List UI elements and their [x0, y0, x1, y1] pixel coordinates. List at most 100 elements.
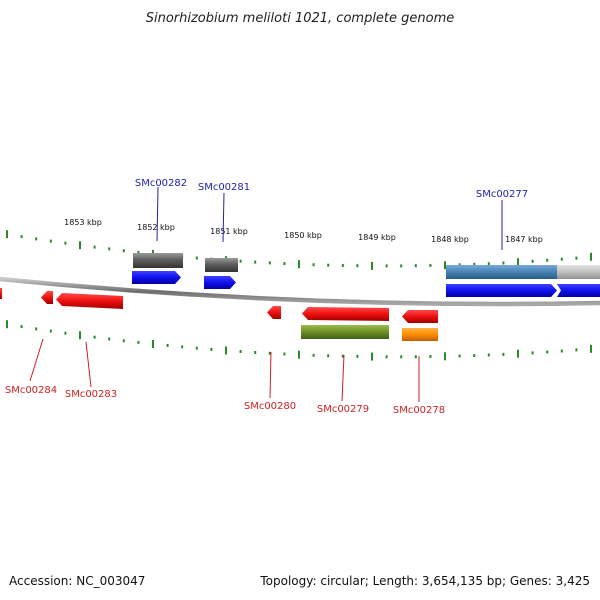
- minor-tick: [400, 355, 403, 359]
- minor-tick: [166, 344, 169, 347]
- minor-tick: [575, 256, 578, 260]
- minor-tick: [487, 353, 490, 357]
- minor-tick: [356, 264, 359, 268]
- minor-tick: [502, 261, 505, 265]
- gene-label-smc00278[interactable]: SMc00278: [393, 405, 445, 416]
- minor-tick: [254, 351, 257, 354]
- minor-tick: [560, 349, 563, 353]
- forward-strand: [132, 253, 600, 297]
- minor-tick: [546, 258, 549, 262]
- major-tick: [298, 350, 300, 359]
- minor-tick: [385, 355, 388, 359]
- cds-feature[interactable]: [267, 306, 281, 319]
- minor-tick: [575, 348, 578, 352]
- minor-tick: [531, 259, 534, 263]
- leader-line: [85, 341, 92, 388]
- major-tick: [152, 340, 154, 348]
- gene-feature[interactable]: [557, 265, 600, 279]
- gene-label-smc00283[interactable]: SMc00283: [65, 389, 117, 400]
- minor-tick: [181, 345, 184, 349]
- minor-tick: [137, 340, 140, 344]
- minor-tick: [49, 239, 52, 243]
- gene-label-smc00282[interactable]: SMc00282: [135, 178, 187, 189]
- minor-tick: [195, 346, 198, 350]
- gene-feature[interactable]: [205, 258, 238, 272]
- minor-tick: [268, 261, 271, 265]
- minor-tick: [210, 347, 213, 351]
- genome-backbone: [0, 276, 600, 307]
- minor-tick: [64, 241, 67, 245]
- cds-feature[interactable]: [302, 307, 389, 321]
- minor-tick: [560, 257, 563, 261]
- minor-tick: [108, 247, 111, 251]
- minor-tick: [327, 354, 330, 358]
- cds-feature[interactable]: [402, 310, 438, 323]
- major-tick: [517, 258, 519, 267]
- minor-tick: [458, 354, 461, 358]
- gene-label-smc00279[interactable]: SMc00279: [317, 404, 369, 415]
- minor-tick: [268, 351, 271, 355]
- cds-feature[interactable]: [204, 276, 236, 289]
- major-tick: [444, 352, 446, 361]
- cds-feature[interactable]: [41, 291, 53, 304]
- gene-label-smc00280[interactable]: SMc00280: [244, 401, 296, 412]
- minor-tick: [312, 263, 315, 267]
- minor-tick: [283, 352, 286, 356]
- leader-line: [29, 338, 44, 382]
- cds-feature[interactable]: [0, 288, 2, 299]
- minor-tick: [35, 327, 38, 331]
- reverse-strand: [0, 288, 438, 341]
- minor-tick: [531, 351, 534, 355]
- minor-tick: [254, 260, 257, 264]
- major-tick: [444, 261, 446, 270]
- gene-labels: SMc00282 SMc00281 SMc00277 SMc00284 SMc0…: [5, 178, 528, 416]
- leader-line: [156, 186, 159, 242]
- minor-tick: [327, 263, 330, 267]
- minor-tick: [239, 259, 242, 263]
- tick-labels: 1853 kbp 1852 kbp 1851 kbp 1850 kbp 1849…: [64, 218, 543, 244]
- major-tick: [590, 252, 592, 261]
- map-title: Sinorhizobium meliloti 1021, complete ge…: [146, 11, 455, 26]
- cds-feature[interactable]: [132, 271, 181, 284]
- minor-tick: [429, 355, 432, 358]
- leader-line: [341, 354, 345, 402]
- genome-stats-text: Topology: circular; Length: 3,654,135 bp…: [260, 574, 590, 588]
- minor-tick: [487, 262, 490, 266]
- gene-feature[interactable]: [402, 328, 438, 341]
- minor-tick: [473, 262, 476, 266]
- gene-label-smc00277[interactable]: SMc00277: [476, 189, 528, 200]
- minor-tick: [122, 249, 125, 253]
- gene-feature[interactable]: [446, 265, 557, 279]
- gene-feature[interactable]: [301, 325, 389, 339]
- major-tick: [6, 320, 8, 329]
- major-tick: [298, 260, 300, 269]
- minor-tick: [20, 325, 23, 329]
- cds-feature[interactable]: [56, 293, 123, 309]
- leader-line: [222, 192, 225, 243]
- minor-tick: [312, 353, 315, 357]
- tick-label: 1848 kbp: [431, 235, 469, 244]
- minor-tick: [414, 264, 417, 268]
- minor-tick: [93, 245, 96, 249]
- gene-feature[interactable]: [133, 253, 183, 268]
- minor-tick: [49, 329, 52, 333]
- minor-tick: [546, 350, 549, 354]
- leader-line: [269, 351, 272, 399]
- minor-tick: [429, 264, 432, 267]
- tick-label: 1847 kbp: [505, 235, 543, 244]
- major-tick: [517, 349, 519, 358]
- minor-tick: [108, 337, 111, 341]
- minor-tick: [122, 339, 125, 343]
- major-tick: [79, 241, 81, 250]
- gene-label-smc00284[interactable]: SMc00284: [5, 385, 57, 396]
- cds-feature[interactable]: [446, 284, 557, 297]
- minor-tick: [341, 264, 344, 267]
- minor-tick: [239, 350, 242, 353]
- major-tick: [371, 352, 373, 361]
- cds-feature[interactable]: [557, 284, 600, 297]
- gene-label-smc00281[interactable]: SMc00281: [198, 182, 250, 193]
- major-tick: [6, 230, 8, 239]
- minor-tick: [414, 355, 417, 359]
- minor-tick: [458, 263, 461, 267]
